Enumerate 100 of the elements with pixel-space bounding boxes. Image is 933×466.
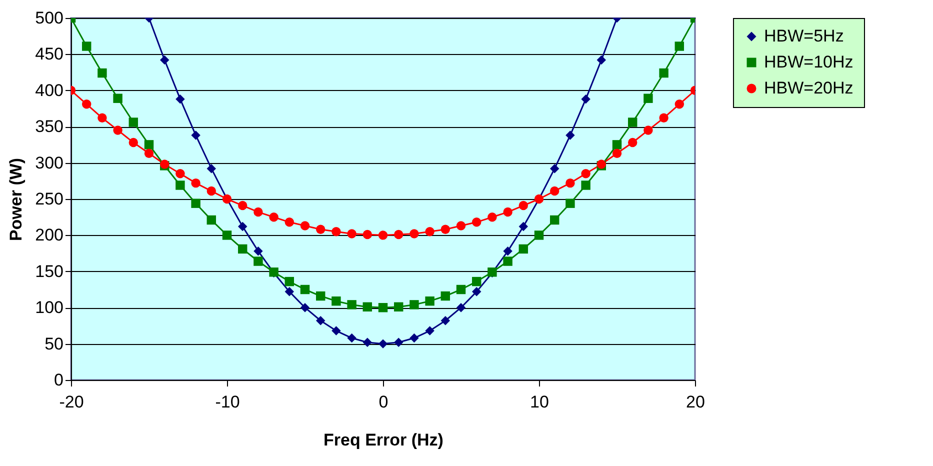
x-tick-label: -20 bbox=[59, 392, 84, 412]
y-tick-label: 400 bbox=[35, 80, 64, 100]
point bbox=[284, 218, 294, 227]
x-tick-label: -10 bbox=[215, 392, 240, 412]
y-tick-label: 250 bbox=[35, 190, 64, 208]
point bbox=[628, 138, 638, 148]
point bbox=[410, 300, 419, 310]
y-tick-label: 450 bbox=[35, 44, 64, 64]
point bbox=[378, 230, 388, 240]
point bbox=[425, 326, 434, 336]
point bbox=[347, 229, 356, 238]
point bbox=[550, 164, 560, 174]
point bbox=[113, 126, 122, 135]
point bbox=[332, 296, 341, 306]
y-tick-label: 300 bbox=[35, 153, 64, 172]
point bbox=[644, 126, 653, 135]
point bbox=[144, 140, 154, 150]
point bbox=[378, 302, 388, 312]
point bbox=[269, 212, 278, 222]
point bbox=[238, 244, 248, 254]
point bbox=[425, 226, 434, 236]
point bbox=[550, 215, 560, 225]
point bbox=[362, 230, 372, 240]
point bbox=[534, 230, 544, 240]
point bbox=[316, 224, 326, 234]
point bbox=[659, 68, 668, 78]
point bbox=[456, 302, 466, 312]
point bbox=[128, 118, 138, 127]
point bbox=[472, 276, 482, 286]
y-tick-label: 150 bbox=[35, 262, 64, 281]
point bbox=[518, 244, 528, 254]
point bbox=[378, 339, 388, 348]
point bbox=[503, 256, 512, 266]
point bbox=[284, 276, 294, 286]
point bbox=[284, 287, 294, 296]
point bbox=[581, 180, 590, 190]
point bbox=[550, 186, 560, 196]
point bbox=[82, 42, 92, 51]
point bbox=[82, 100, 92, 109]
point bbox=[566, 198, 575, 208]
point bbox=[644, 94, 653, 103]
point bbox=[191, 130, 200, 140]
y-tick-label: 350 bbox=[35, 117, 64, 136]
legend-label: HBW=10Hz bbox=[764, 52, 854, 72]
point bbox=[238, 200, 248, 210]
point bbox=[394, 302, 404, 312]
point bbox=[456, 221, 466, 230]
point bbox=[316, 316, 326, 326]
point bbox=[98, 113, 107, 123]
point bbox=[394, 338, 404, 347]
point bbox=[456, 284, 466, 294]
y-tick-label: 50 bbox=[44, 334, 64, 354]
point bbox=[332, 226, 341, 236]
point bbox=[254, 246, 263, 256]
point bbox=[566, 178, 575, 188]
point bbox=[440, 316, 450, 326]
point bbox=[362, 302, 372, 312]
point bbox=[144, 148, 154, 158]
point bbox=[440, 291, 450, 301]
point bbox=[566, 130, 575, 140]
point bbox=[128, 138, 138, 148]
point bbox=[176, 180, 185, 190]
point bbox=[98, 68, 107, 78]
point bbox=[191, 178, 200, 188]
point bbox=[581, 94, 590, 104]
point bbox=[176, 94, 185, 104]
point bbox=[674, 100, 684, 109]
x-tick-label: 10 bbox=[530, 392, 549, 412]
point bbox=[191, 198, 200, 208]
point bbox=[581, 169, 590, 178]
point bbox=[518, 222, 528, 232]
point bbox=[347, 333, 356, 343]
point bbox=[612, 140, 622, 150]
point bbox=[410, 333, 419, 343]
y-tick-label: 0 bbox=[54, 370, 64, 390]
point bbox=[300, 284, 310, 294]
point bbox=[628, 118, 638, 127]
point bbox=[238, 222, 248, 232]
point bbox=[674, 42, 684, 51]
point bbox=[410, 229, 419, 238]
point bbox=[113, 94, 122, 103]
x-axis-title: Freq Error (Hz) bbox=[324, 430, 444, 450]
point bbox=[254, 256, 263, 266]
point bbox=[160, 55, 170, 65]
point bbox=[222, 230, 232, 240]
point bbox=[300, 221, 310, 230]
point bbox=[425, 296, 434, 306]
point bbox=[206, 164, 216, 174]
point bbox=[518, 200, 528, 210]
y-tick-label: 200 bbox=[35, 226, 64, 245]
y-axis-title: Power (W) bbox=[6, 158, 26, 242]
point bbox=[332, 326, 341, 336]
legend-label: HBW=20Hz bbox=[764, 78, 854, 98]
point bbox=[316, 291, 326, 301]
point bbox=[254, 207, 263, 217]
point bbox=[440, 224, 450, 234]
y-tick-label: 100 bbox=[35, 298, 64, 318]
point bbox=[206, 186, 216, 196]
y-tick-label: 500 bbox=[35, 8, 64, 28]
point bbox=[503, 207, 512, 217]
